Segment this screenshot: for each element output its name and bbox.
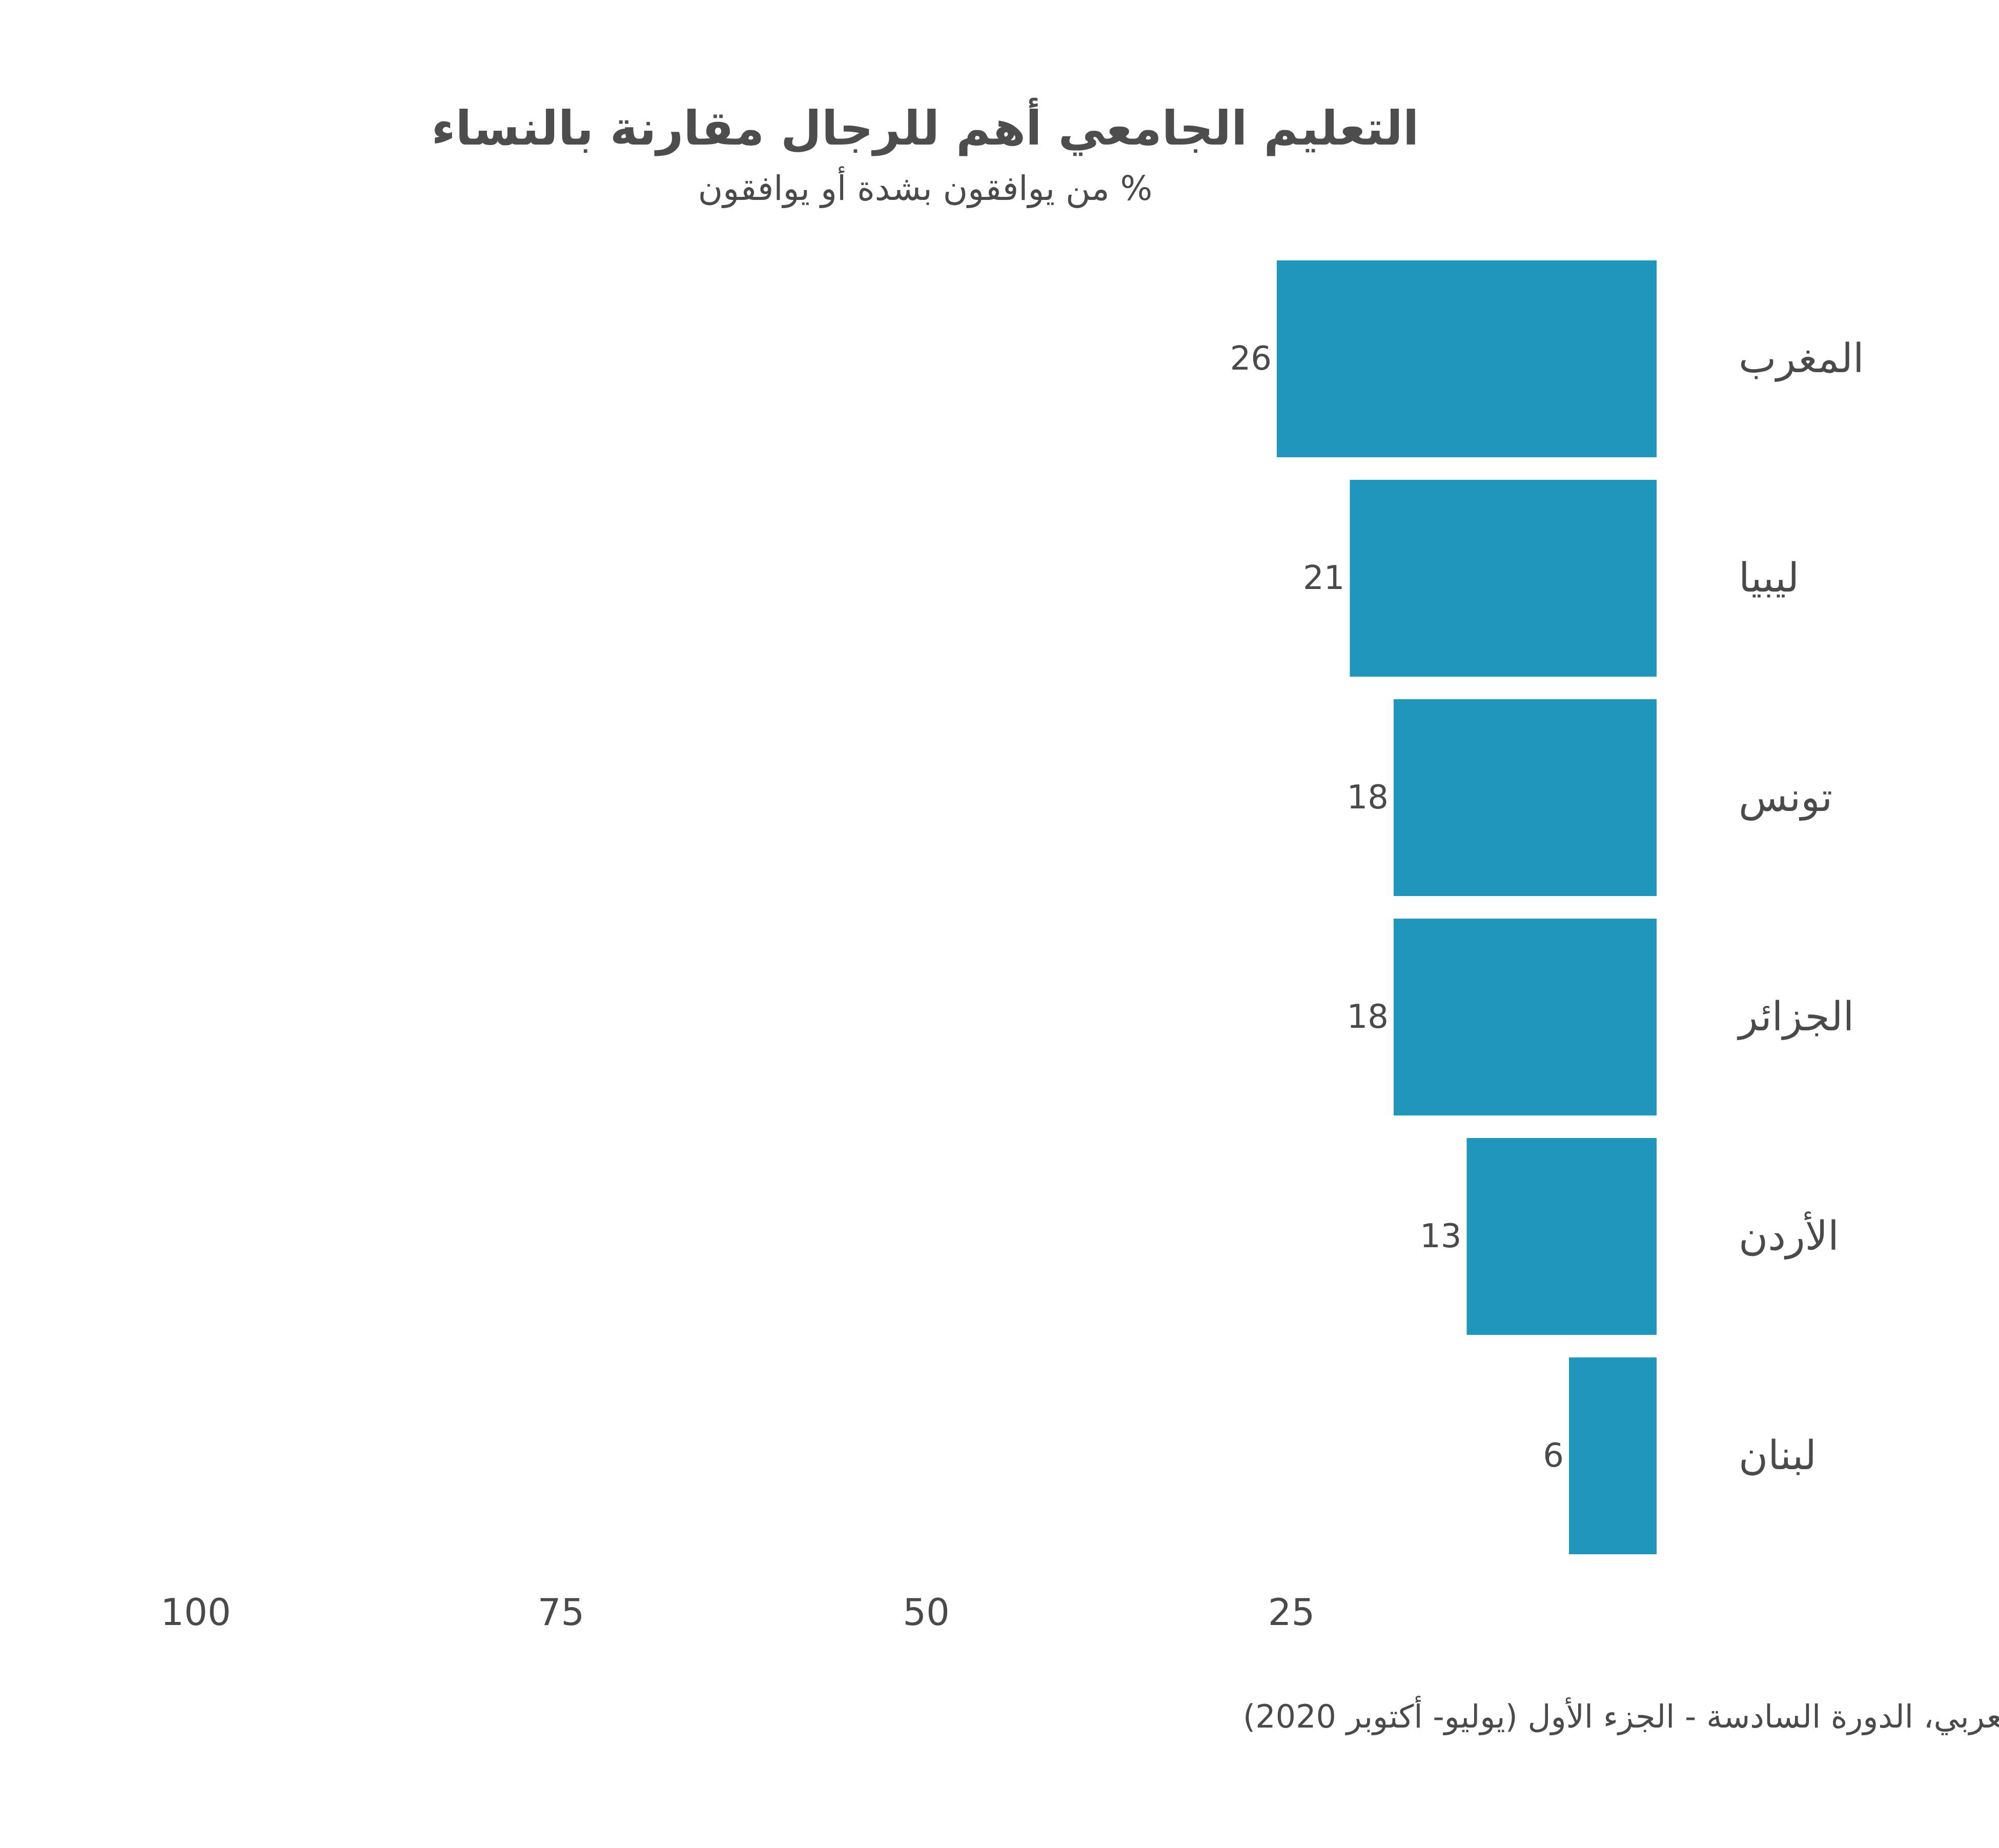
x-tick-label: 100 [160,1591,231,1634]
bar-value-label: 21 [1303,559,1344,597]
bar-value-label: 18 [1347,998,1389,1036]
bar [1466,1138,1657,1335]
bar-value-label: 18 [1347,779,1389,817]
bar [1350,480,1657,677]
bar-value-label: 13 [1420,1217,1461,1255]
category-label: المغرب [1739,336,1864,382]
x-tick-label: 50 [903,1591,950,1634]
bar-value-label: 26 [1230,340,1272,378]
x-tick-label: 25 [1268,1591,1315,1634]
category-label: ليبيا [1739,555,1799,601]
bar [1394,919,1657,1115]
bar [1394,699,1657,896]
x-tick-label: 75 [538,1591,585,1634]
category-label: تونس [1739,775,1832,821]
bar-value-label: 6 [1543,1437,1564,1475]
category-label: الأردن [1739,1212,1839,1260]
chart-title: التعليم الجامعي أهم للرجال مقارنة بالنسا… [432,97,1419,156]
category-label: الجزائر [1737,994,1854,1041]
bar [1569,1357,1657,1554]
x-axis: 100 75 50 25 [160,1591,1315,1634]
source-note: الباروميتر العربي، الدورة السادسة - الجز… [1243,1696,1999,1735]
bar [1277,260,1657,457]
bars-group: 26 المغرب 21 ليبيا 18 تونس 18 الجزائر 13 الأردن 6 ل… [1230,260,1864,1554]
chart-subtitle: % من يوافقون بشدة أو يوافقون [698,166,1153,208]
category-label: لبنان [1739,1433,1817,1479]
